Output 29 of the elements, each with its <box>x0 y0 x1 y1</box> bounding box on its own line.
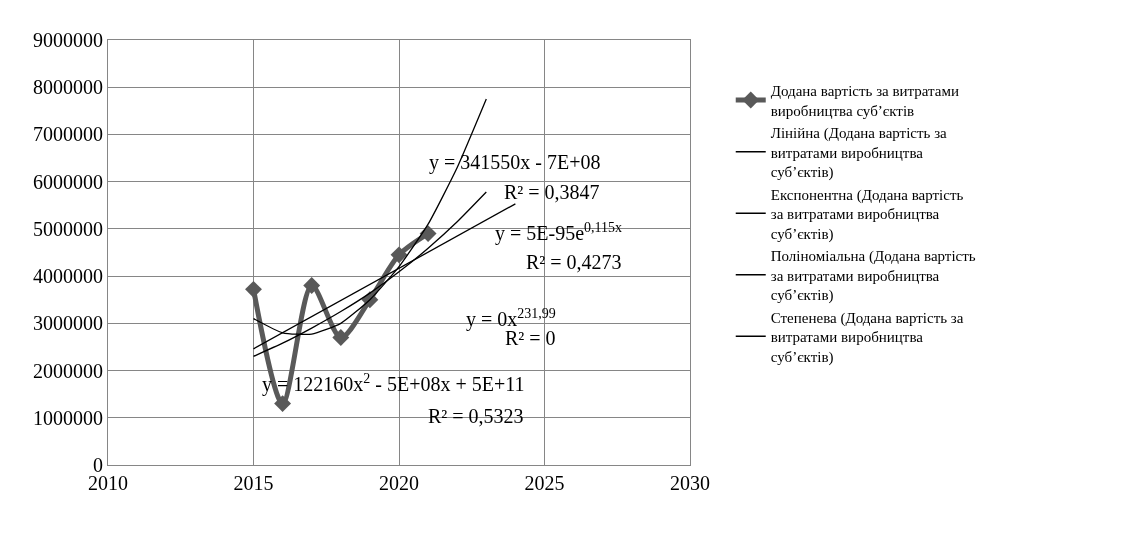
y-tick-label: 3000000 <box>33 312 103 335</box>
y-tick-label: 6000000 <box>33 170 103 193</box>
annotation: R² = 0,3847 <box>504 181 600 203</box>
legend-label: Експонентна (Додана вартість за витратами виробництва суб’єктів) <box>770 186 964 243</box>
annotation: R² = 0,4273 <box>526 251 622 273</box>
point <box>332 329 350 346</box>
annotation: y = 5E-95e$^{0,115x}$ <box>495 220 623 246</box>
x-tick-label: 2015 <box>233 472 274 494</box>
point <box>303 277 321 295</box>
x-tick-label: 2025 <box>524 472 565 494</box>
y-tick-label: 1000000 <box>33 406 103 429</box>
legend-label: Поліноміальна (Додана вартість за витратами виробництва суб’єктів) <box>770 248 976 305</box>
y-tick-label: 7000000 <box>33 123 103 146</box>
annotation: y = 122160x$^{2}$ - 5E+08x + 5E+11 <box>262 371 525 397</box>
y-tick-label: 2000000 <box>33 359 103 382</box>
x-tick-label: 2030 <box>670 472 710 494</box>
point <box>390 246 408 264</box>
y-tick-label: 9000000 <box>33 29 103 51</box>
annotation: y = 341550x - 7E+08 <box>429 151 601 174</box>
legend-label: Лінійна (Додана вартість за витратами виробництва суб’єктів) <box>770 125 948 182</box>
y-tick-label: 4000000 <box>33 265 103 288</box>
point <box>245 280 262 298</box>
legend-label: Степенева (Додана вартість за витратами виробництва суб’єктів) <box>770 309 964 366</box>
legend-label: Додана вартість за витратами виробництва суб’єктів <box>770 83 960 119</box>
point <box>274 395 292 413</box>
x-tick-label: 2020 <box>379 472 419 494</box>
y-tick-label: 8000000 <box>33 76 103 99</box>
annotation: R² = 0,5323 <box>428 405 524 427</box>
y-tick-label: 5000000 <box>33 217 103 240</box>
